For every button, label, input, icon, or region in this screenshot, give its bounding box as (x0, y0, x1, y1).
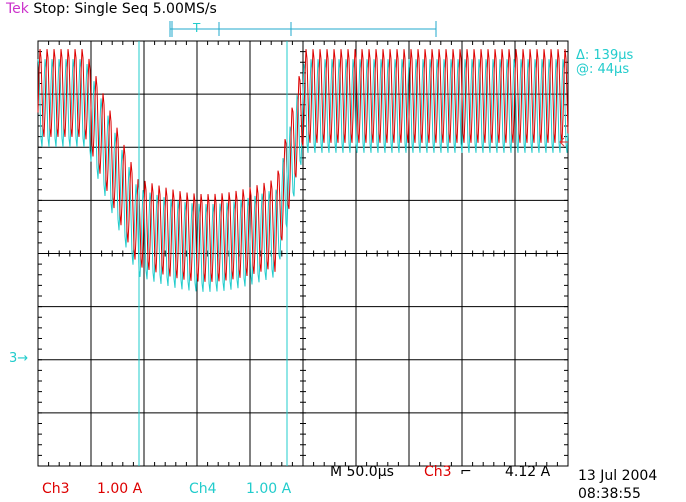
ch3-waveform (37, 49, 569, 282)
cursor-delta-readout: Δ: 139µs (576, 48, 634, 63)
record-position-bar[interactable] (169, 21, 437, 37)
timebase-readout: M 50.0µs (330, 464, 394, 480)
ch4-waveform (37, 59, 569, 292)
trigger-level-marker[interactable] (559, 137, 568, 147)
trigger-level-readout: 4.12 A (505, 464, 551, 480)
header-status-line: Tek Stop: Single Seq 5.00MS/s (6, 1, 217, 17)
ch3-scale: 1.00 A (97, 481, 143, 497)
ch3-label: Ch3 (42, 481, 70, 497)
trigger-source: Ch3 (424, 464, 452, 480)
timestamp-time: 08:38:55 (578, 486, 641, 502)
sample-rate: 5.00MS/s (152, 1, 217, 17)
cursor-position-readout: @: 44µs (576, 62, 630, 77)
ch4-label: Ch4 (189, 481, 217, 497)
brand-label: Tek (6, 1, 29, 17)
acquisition-status: Stop: Single Seq (33, 1, 149, 17)
trigger-position-marker[interactable]: T (193, 21, 201, 35)
timestamp-date: 13 Jul 2004 (578, 468, 658, 484)
trigger-slope-icon: ⌐ (460, 464, 472, 480)
ch3-ground-marker[interactable]: 3→ (9, 351, 29, 366)
ch4-scale: 1.00 A (246, 481, 292, 497)
